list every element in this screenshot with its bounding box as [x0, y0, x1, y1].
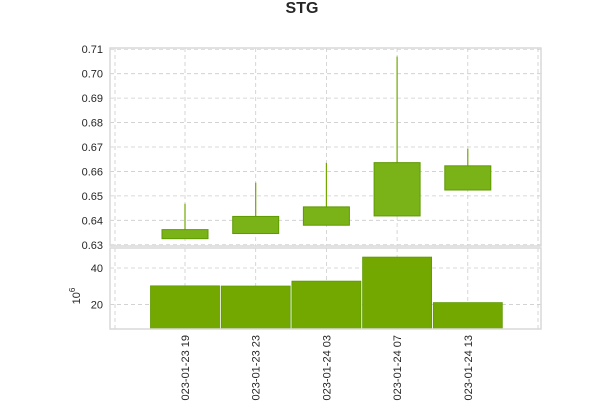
x-tick-label: 023-01-23 23 [251, 335, 263, 400]
x-axis: 023-01-23 19 023-01-23 23 023-01-24 03 023-… [180, 335, 475, 400]
volume-multiplier-label: 106 [68, 287, 83, 304]
volume-tick-label: 20 [91, 299, 103, 311]
price-tick-label: 0.68 [82, 118, 103, 130]
chart-title: STG [286, 0, 319, 17]
x-tick-label: 023-01-23 19 [180, 335, 192, 400]
volume-bar [220, 285, 291, 330]
price-tick-label: 0.66 [82, 166, 103, 178]
candle-body [232, 215, 280, 235]
x-tick-label: 023-01-24 03 [321, 335, 333, 400]
volume-panel: 20 40 106 [68, 247, 542, 330]
candle-body [444, 165, 492, 191]
price-panel: 0.63 0.64 0.65 0.66 0.67 0.68 0.69 0.70 0.71 [82, 44, 542, 252]
volume-frame [109, 247, 542, 330]
price-tick-label: 0.71 [82, 44, 103, 56]
x-tick-label: 023-01-24 13 [463, 335, 475, 400]
volume-tick-label: 40 [91, 263, 103, 275]
candle-body [373, 162, 421, 217]
volume-bar [432, 302, 503, 330]
volume-bar [362, 256, 433, 330]
volume-bar [291, 280, 362, 330]
x-tick-label: 023-01-24 07 [392, 335, 404, 400]
price-tick-label: 0.69 [82, 93, 103, 105]
candle-body [161, 229, 209, 240]
price-tick-label: 0.67 [82, 142, 103, 154]
volume-bar [150, 285, 220, 330]
price-frame [109, 47, 542, 247]
price-tick-label: 0.70 [82, 69, 103, 81]
price-tick-label: 0.65 [82, 191, 103, 203]
price-tick-label: 0.64 [82, 215, 103, 227]
price-tick-label: 0.63 [82, 240, 103, 252]
candle-body [302, 206, 350, 226]
